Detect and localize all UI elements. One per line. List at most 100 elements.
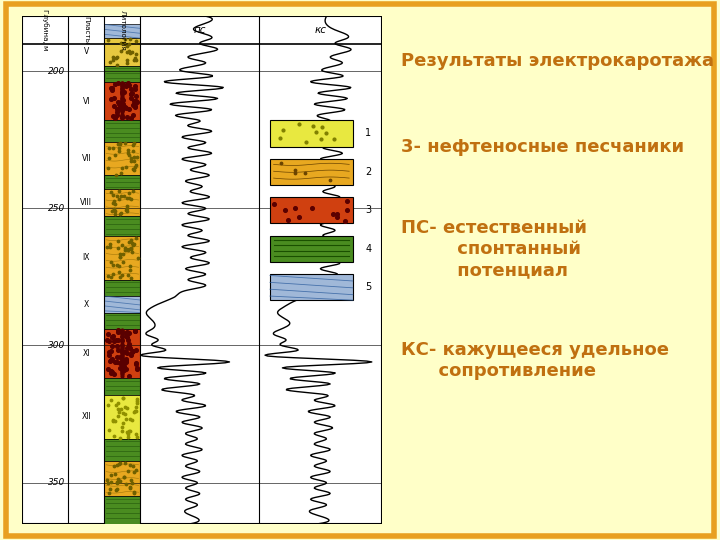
Point xyxy=(117,353,128,361)
Point xyxy=(113,100,125,109)
Point xyxy=(113,327,125,336)
Point xyxy=(104,485,116,494)
Point xyxy=(122,271,134,279)
Point xyxy=(123,40,135,49)
Text: V: V xyxy=(84,48,89,56)
Point xyxy=(117,366,129,375)
Point xyxy=(117,336,128,345)
Point xyxy=(108,55,120,64)
Point xyxy=(121,333,132,341)
Point xyxy=(107,198,119,207)
Point xyxy=(117,94,128,103)
Point xyxy=(117,341,128,349)
Point xyxy=(104,489,115,498)
Bar xyxy=(270,274,353,300)
Point xyxy=(111,60,122,69)
Point xyxy=(130,465,141,474)
Point xyxy=(113,460,125,468)
Point xyxy=(104,357,116,366)
Point xyxy=(114,253,126,262)
Point xyxy=(119,348,130,356)
Point xyxy=(120,245,131,253)
Point xyxy=(123,372,135,380)
Point xyxy=(120,355,132,364)
Bar xyxy=(270,197,353,224)
Point xyxy=(122,335,134,344)
Point xyxy=(117,370,128,379)
Point xyxy=(122,246,134,254)
Bar xyxy=(104,461,140,496)
Point xyxy=(114,458,125,467)
Point xyxy=(117,112,128,121)
Point xyxy=(114,139,125,148)
Point xyxy=(117,336,128,345)
Point xyxy=(119,87,130,96)
Point xyxy=(109,416,121,425)
Point xyxy=(117,88,128,97)
Point xyxy=(130,360,142,368)
Point xyxy=(112,357,123,366)
Point xyxy=(108,101,120,110)
Point xyxy=(128,408,140,416)
Point xyxy=(112,478,123,487)
Point xyxy=(127,462,139,470)
Point xyxy=(117,362,128,371)
Point xyxy=(119,39,130,48)
Point xyxy=(117,325,128,334)
Point xyxy=(289,204,301,213)
Point xyxy=(114,273,126,281)
Text: 1: 1 xyxy=(365,129,372,138)
Point xyxy=(121,104,132,112)
Point xyxy=(105,95,117,104)
Point xyxy=(117,365,128,374)
Point xyxy=(127,89,138,98)
Point xyxy=(117,97,128,106)
Point xyxy=(130,407,142,415)
Point xyxy=(307,122,319,130)
Point xyxy=(129,82,140,91)
Point xyxy=(117,81,128,90)
Point xyxy=(121,48,132,56)
Point xyxy=(117,98,128,106)
Point xyxy=(112,336,124,345)
Point xyxy=(127,153,139,161)
Point xyxy=(117,393,129,402)
Point xyxy=(117,98,128,106)
Point xyxy=(117,105,128,114)
Point xyxy=(128,56,140,64)
Point xyxy=(117,88,128,97)
Bar xyxy=(104,395,140,438)
Point xyxy=(117,372,128,380)
Point xyxy=(117,104,128,113)
Point xyxy=(117,363,128,372)
Point xyxy=(120,244,131,253)
Point xyxy=(107,261,119,270)
Point xyxy=(127,247,138,256)
Point xyxy=(119,473,130,482)
Point xyxy=(125,244,137,252)
Point xyxy=(117,360,128,368)
Point xyxy=(130,97,142,105)
Point xyxy=(120,403,131,412)
Point xyxy=(121,112,132,121)
Point xyxy=(124,266,135,275)
Point xyxy=(111,192,122,201)
Point xyxy=(123,238,135,247)
Point xyxy=(107,270,119,279)
Point xyxy=(130,53,141,62)
Point xyxy=(127,101,139,110)
Point xyxy=(122,430,134,438)
Point xyxy=(279,206,291,215)
Point xyxy=(117,346,128,354)
Point xyxy=(117,366,128,375)
Point xyxy=(117,336,128,345)
Point xyxy=(123,46,135,55)
Point xyxy=(126,114,138,123)
Point xyxy=(128,488,140,497)
Text: X: X xyxy=(84,300,89,309)
Bar xyxy=(104,296,140,313)
Point xyxy=(325,175,336,184)
Point xyxy=(328,135,340,144)
Point xyxy=(115,169,127,178)
Point xyxy=(106,332,117,341)
